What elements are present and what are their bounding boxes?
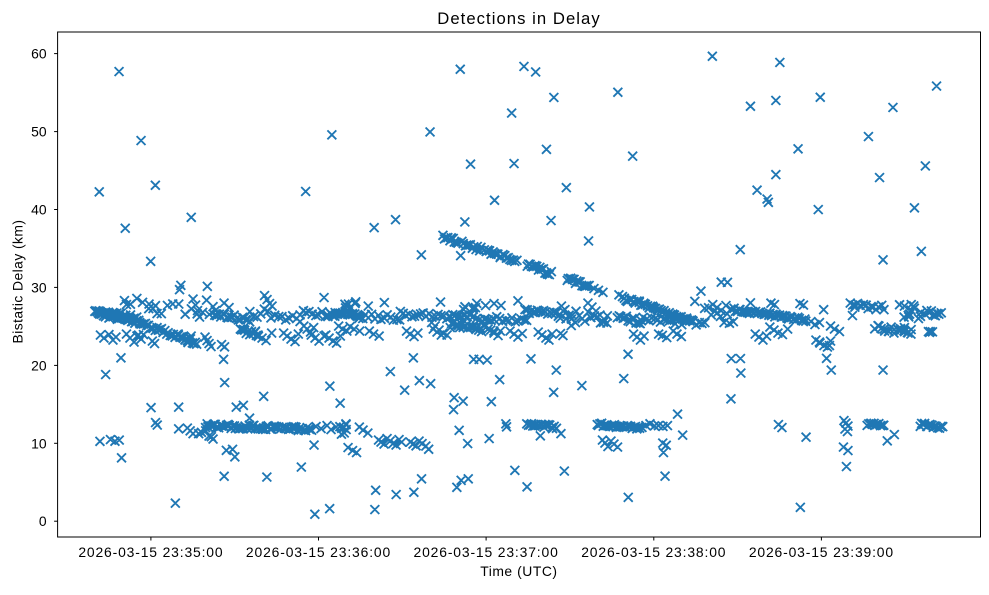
svg-text:Bistatic Delay (km): Bistatic Delay (km)	[10, 220, 26, 344]
svg-text:2026-03-15 23:36:00: 2026-03-15 23:36:00	[246, 544, 391, 560]
svg-text:0: 0	[39, 513, 47, 529]
svg-text:2026-03-15 23:38:00: 2026-03-15 23:38:00	[581, 544, 726, 560]
svg-text:20: 20	[31, 357, 47, 373]
svg-text:40: 40	[31, 202, 47, 218]
svg-text:60: 60	[31, 46, 47, 62]
svg-text:2026-03-15 23:35:00: 2026-03-15 23:35:00	[78, 544, 223, 560]
svg-text:Detections in Delay: Detections in Delay	[437, 9, 600, 28]
svg-text:2026-03-15 23:37:00: 2026-03-15 23:37:00	[414, 544, 559, 560]
svg-text:10: 10	[31, 435, 47, 451]
svg-text:50: 50	[31, 124, 47, 140]
svg-text:Time (UTC): Time (UTC)	[480, 563, 557, 579]
svg-text:30: 30	[31, 279, 47, 295]
svg-text:2026-03-15 23:39:00: 2026-03-15 23:39:00	[749, 544, 894, 560]
